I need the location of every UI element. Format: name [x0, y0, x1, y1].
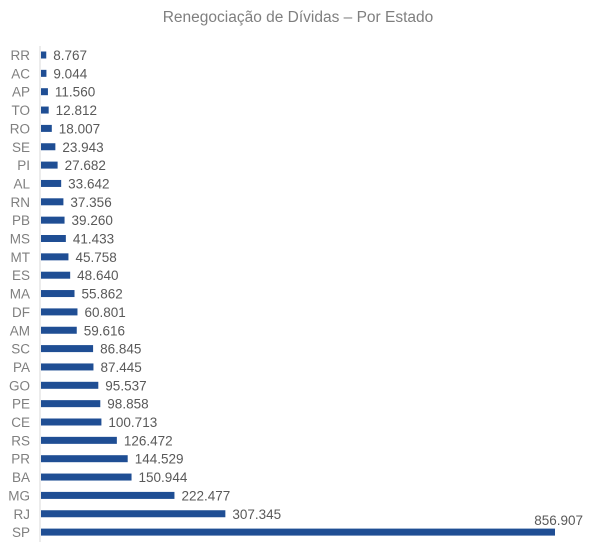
- bar-al: [41, 179, 62, 187]
- bar-rs: [41, 436, 117, 444]
- bar-ma: [41, 290, 75, 298]
- chart-title: Renegociação de Dívidas – Por Estado: [162, 9, 434, 26]
- category-label-rn: RN: [11, 195, 31, 210]
- category-label-es: ES: [12, 268, 30, 283]
- bar-ro: [41, 124, 52, 132]
- value-label-rn: 37.356: [70, 195, 111, 210]
- category-label-rr: RR: [11, 48, 31, 63]
- bar-sp: [41, 528, 555, 536]
- value-label-mt: 45.758: [75, 250, 116, 265]
- category-label-df: DF: [12, 305, 30, 320]
- category-label-ac: AC: [11, 66, 30, 81]
- category-label-pr: PR: [11, 452, 30, 467]
- value-label-go: 95.537: [105, 378, 146, 393]
- category-label-se: SE: [12, 140, 30, 155]
- bar-ce: [41, 418, 102, 426]
- category-label-am: AM: [10, 323, 30, 338]
- category-label-mg: MG: [8, 488, 30, 503]
- bar-es: [41, 271, 71, 279]
- bar-pb: [41, 216, 65, 224]
- value-label-ms: 41.433: [73, 232, 114, 247]
- bar-ba: [41, 473, 132, 481]
- category-label-ro: RO: [10, 121, 30, 136]
- bar-go: [41, 381, 99, 389]
- category-label-pi: PI: [17, 158, 30, 173]
- category-label-al: AL: [13, 176, 30, 191]
- category-label-sc: SC: [11, 342, 30, 357]
- bar-to: [41, 106, 49, 114]
- category-label-mt: MT: [11, 250, 31, 265]
- value-label-sp: 856.907: [534, 513, 583, 528]
- bar-mt: [41, 253, 69, 261]
- category-label-to: TO: [11, 103, 30, 118]
- bar-df: [41, 308, 78, 316]
- bar-ms: [41, 235, 66, 242]
- value-label-ba: 150.944: [139, 470, 188, 485]
- category-label-go: GO: [9, 378, 30, 393]
- category-label-ma: MA: [10, 287, 30, 302]
- category-label-ce: CE: [11, 415, 30, 430]
- bar-rn: [41, 198, 64, 206]
- bar-pa: [41, 363, 94, 371]
- bar-am: [41, 326, 77, 334]
- bar-mg: [41, 491, 175, 499]
- value-label-ce: 100.713: [108, 415, 157, 430]
- bar-ac: [41, 69, 47, 77]
- bar-pi: [41, 161, 58, 169]
- value-label-ac: 9.044: [53, 66, 87, 81]
- value-label-ro: 18.007: [59, 121, 100, 136]
- value-label-ap: 11.560: [55, 85, 95, 100]
- value-label-to: 12.812: [56, 103, 97, 118]
- value-label-al: 33.642: [68, 176, 109, 191]
- bar-se: [41, 143, 56, 151]
- category-label-pe: PE: [12, 397, 30, 412]
- bar-rr: [41, 51, 47, 59]
- category-label-rs: RS: [11, 433, 30, 448]
- category-label-ba: BA: [12, 470, 30, 485]
- category-label-pa: PA: [13, 360, 30, 375]
- value-label-pa: 87.445: [100, 360, 141, 375]
- bar-pe: [41, 400, 101, 408]
- value-label-es: 48.640: [77, 268, 118, 283]
- value-label-df: 60.801: [84, 305, 125, 320]
- category-label-pb: PB: [12, 213, 30, 228]
- value-label-rr: 8.767: [53, 48, 87, 63]
- value-label-rs: 126.472: [124, 433, 173, 448]
- value-label-se: 23.943: [62, 140, 103, 155]
- value-label-sc: 86.845: [100, 342, 141, 357]
- value-label-ma: 55.862: [82, 287, 123, 302]
- value-label-mg: 222.477: [181, 488, 230, 503]
- value-label-pr: 144.529: [135, 452, 184, 467]
- value-label-am: 59.616: [84, 323, 125, 338]
- value-label-pi: 27.682: [65, 158, 106, 173]
- bar-sc: [41, 345, 94, 353]
- value-label-rj: 307.345: [232, 507, 281, 522]
- bar-pr: [41, 455, 128, 463]
- category-label-rj: RJ: [14, 507, 31, 522]
- bar-rj: [41, 510, 226, 518]
- category-label-ap: AP: [12, 85, 30, 100]
- value-label-pe: 98.858: [107, 397, 148, 412]
- value-label-pb: 39.260: [72, 213, 113, 228]
- category-label-sp: SP: [12, 525, 30, 540]
- bar-ap: [41, 88, 48, 96]
- category-label-ms: MS: [10, 232, 30, 247]
